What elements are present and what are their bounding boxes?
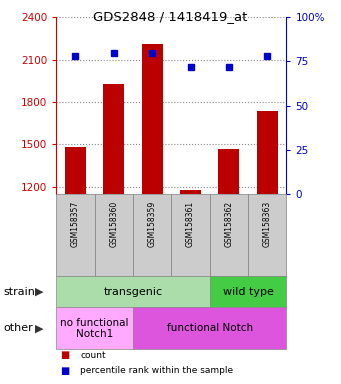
- Text: GDS2848 / 1418419_at: GDS2848 / 1418419_at: [93, 10, 248, 23]
- Bar: [171, 194, 210, 276]
- Text: no functional
Notch1: no functional Notch1: [60, 318, 129, 339]
- Text: wild type: wild type: [223, 287, 273, 297]
- Text: strain: strain: [3, 287, 35, 297]
- Text: GSM158362: GSM158362: [224, 200, 233, 247]
- Text: ▶: ▶: [35, 287, 43, 297]
- Text: ▶: ▶: [35, 323, 43, 333]
- Bar: [56, 194, 94, 276]
- Bar: [133, 307, 286, 349]
- Text: GSM158357: GSM158357: [71, 200, 80, 247]
- Text: ■: ■: [60, 350, 69, 360]
- Text: functional Notch: functional Notch: [167, 323, 253, 333]
- Bar: [142, 44, 163, 194]
- Bar: [210, 276, 286, 307]
- Bar: [56, 276, 210, 307]
- Text: GSM158361: GSM158361: [186, 200, 195, 247]
- Bar: [65, 147, 86, 194]
- Text: percentile rank within the sample: percentile rank within the sample: [80, 366, 233, 375]
- Bar: [248, 194, 286, 276]
- Text: GSM158359: GSM158359: [148, 200, 157, 247]
- Bar: [103, 84, 124, 194]
- Bar: [257, 111, 278, 194]
- Bar: [210, 194, 248, 276]
- Bar: [94, 194, 133, 276]
- Bar: [180, 190, 201, 194]
- Text: transgenic: transgenic: [103, 287, 163, 297]
- Text: count: count: [80, 351, 106, 360]
- Text: ■: ■: [60, 366, 69, 376]
- Bar: [218, 149, 239, 194]
- Bar: [133, 194, 172, 276]
- Text: GSM158363: GSM158363: [263, 200, 272, 247]
- Text: other: other: [3, 323, 33, 333]
- Text: GSM158360: GSM158360: [109, 200, 118, 247]
- Bar: [56, 307, 133, 349]
